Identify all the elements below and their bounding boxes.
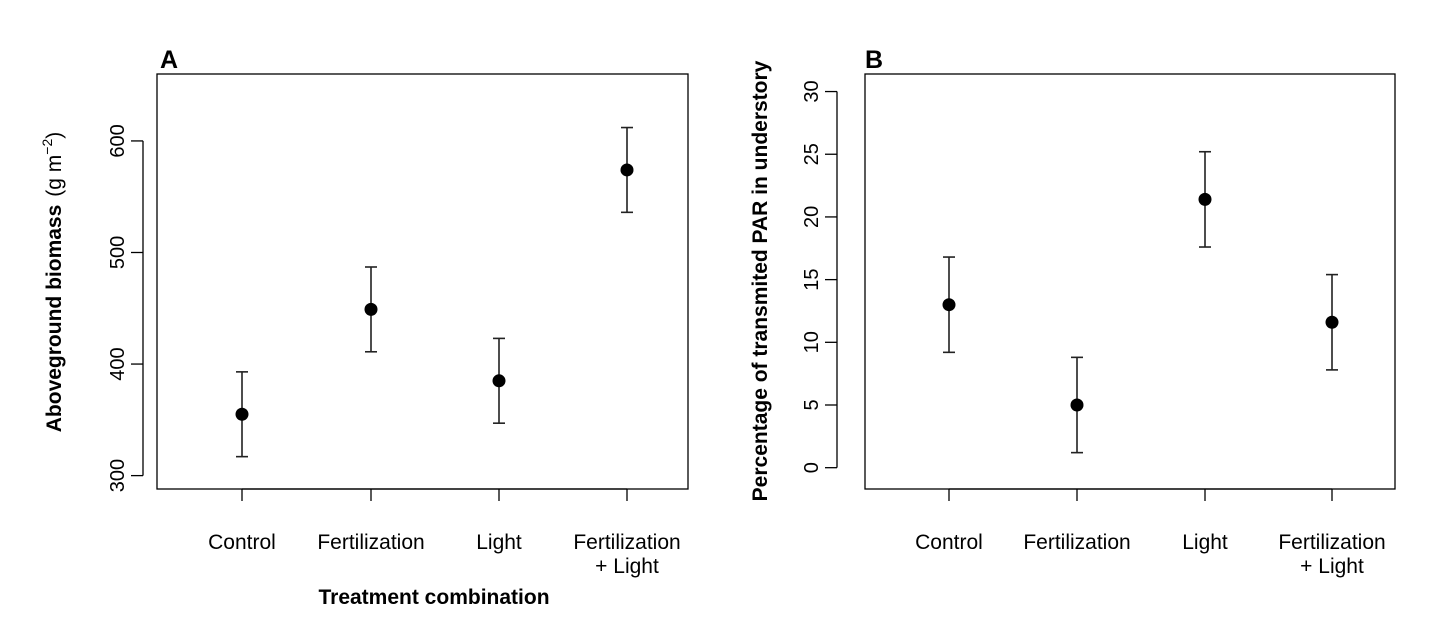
y-tick-label-a: 500: [107, 236, 129, 269]
y-tick-label-b: 0: [801, 462, 823, 473]
data-point-b: [1198, 192, 1212, 206]
y-tick-label-a: 300: [107, 459, 129, 492]
x-axis-a: Control Fertilization Light Fertilization + …: [208, 488, 681, 578]
data-point-a: [620, 163, 634, 177]
x-tick-label-b: Light: [1182, 531, 1228, 554]
y-tick-label-b: 10: [801, 331, 823, 353]
x-tick-label-a: Fertilization: [317, 531, 424, 554]
data-point-b: [1325, 315, 1339, 329]
y-tick-label-b: 20: [801, 206, 823, 228]
y-axis-a: 300 400 500 600: [107, 124, 144, 492]
panel-label-b: B: [865, 46, 883, 74]
y-axis-title-a: Aboveground biomass (g m−2): [39, 132, 66, 433]
plot-frame-a: [156, 73, 689, 490]
x-axis-title-a: Treatment combination: [318, 586, 549, 609]
y-axis-unit-end-a: ): [43, 132, 66, 139]
panel-label-a: A: [160, 46, 178, 74]
y-tick-label-a: 400: [107, 347, 129, 380]
x-axis-b: Control Fertilization Light Fertilization + …: [915, 488, 1386, 578]
x-tick-label-b: Fertilization: [1023, 531, 1130, 554]
data-marks-b: [942, 150, 1339, 454]
panel-b: B 0 5 10 15 20 25 30 Control Fertilization Light…: [749, 46, 1396, 578]
x-tick-label-a: Control: [208, 531, 276, 554]
data-point-b: [942, 298, 956, 312]
y-axis-title-a-main: Aboveground biomass: [43, 205, 66, 433]
y-tick-label-a: 600: [107, 124, 129, 157]
data-point-b: [1070, 398, 1084, 412]
y-axis-unit-a: (g m: [43, 155, 66, 197]
x-tick-label-a: Fertilization + Light: [573, 531, 680, 578]
x-tick-label-a: Light: [476, 531, 522, 554]
data-point-a: [492, 374, 506, 388]
y-tick-label-b: 15: [801, 268, 823, 290]
y-axis-b: 0 5 10 15 20 25 30: [801, 80, 838, 473]
x-tick-label-b: Fertilization + Light: [1278, 531, 1385, 578]
y-axis-title-b: Percentage of transmited PAR in understo…: [749, 60, 772, 501]
y-tick-label-b: 5: [801, 399, 823, 410]
x-tick-label-b: Control: [915, 531, 983, 554]
y-tick-label-b: 25: [801, 143, 823, 165]
data-point-a: [364, 302, 378, 316]
plot-frame-b: [864, 73, 1396, 490]
data-point-a: [235, 407, 249, 421]
data-marks-a: [235, 126, 634, 458]
y-axis-unit-sup-a: −2: [39, 139, 55, 155]
y-tick-label-b: 30: [801, 80, 823, 102]
panel-a: A 300 400 500 600 Control Fertilization Light…: [39, 46, 689, 609]
